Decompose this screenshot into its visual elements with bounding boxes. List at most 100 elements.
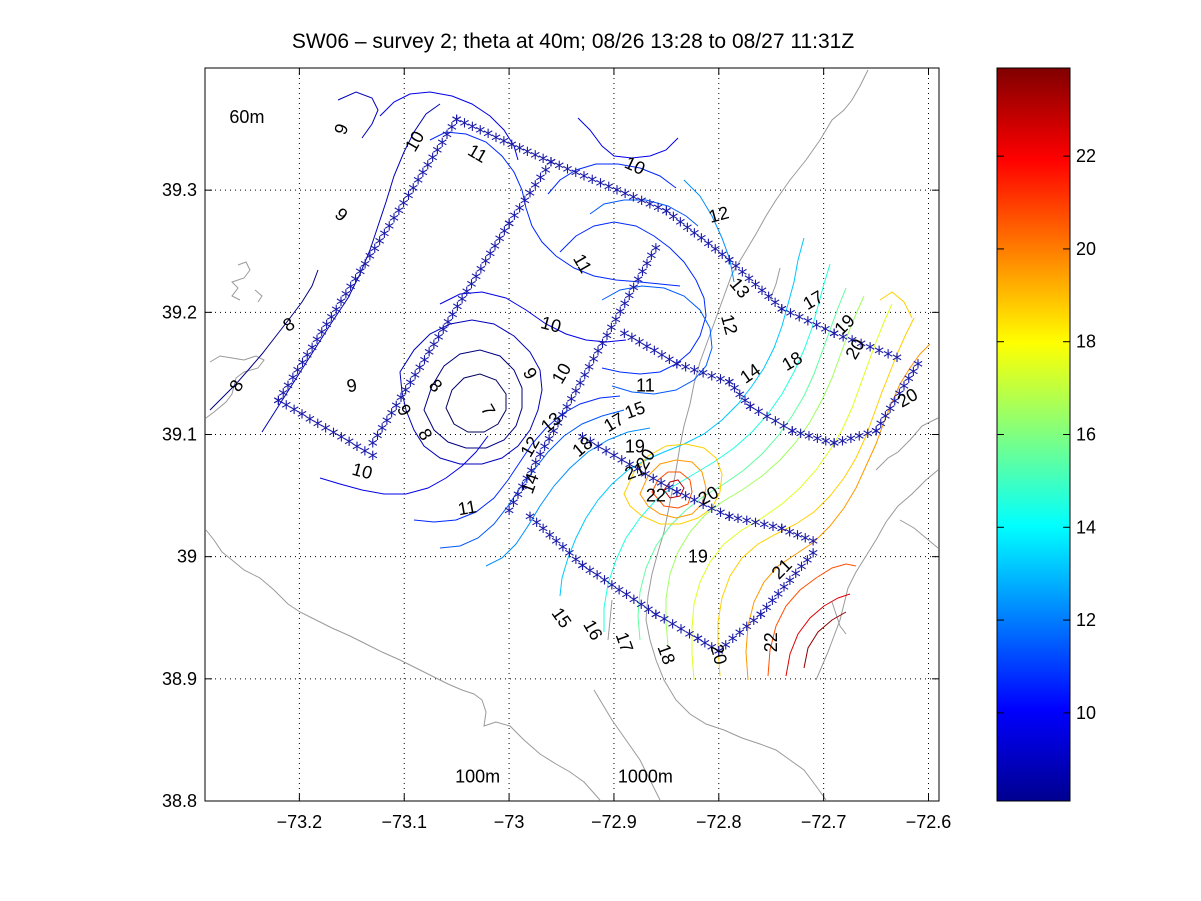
survey-station-marker: * <box>515 200 525 224</box>
survey-station-marker: * <box>802 551 812 575</box>
survey-station-marker: * <box>681 358 691 382</box>
isotherm-20 <box>745 343 931 681</box>
survey-station-marker: * <box>731 258 741 282</box>
x-tick-label: −72.6 <box>906 812 952 832</box>
survey-station-marker: * <box>724 508 734 532</box>
survey-station-marker: * <box>546 154 556 178</box>
colorbar-tick-label: 18 <box>1076 332 1096 352</box>
survey-station-marker: * <box>466 275 476 299</box>
survey-station-marker: * <box>812 430 822 454</box>
isotherm-10-center <box>439 291 627 343</box>
survey-station-marker: * <box>538 520 548 544</box>
survey-station-marker: * <box>749 612 759 636</box>
survey-station-marker: * <box>375 232 385 256</box>
survey-station-marker: * <box>571 164 581 188</box>
isotherm-12-north <box>589 199 699 227</box>
isotherm-11-mid <box>559 221 707 375</box>
survey-station-marker: * <box>619 325 629 349</box>
survey-station-marker: * <box>768 518 778 542</box>
survey-station-marker: * <box>428 149 438 173</box>
contour-label: 20 <box>707 642 732 667</box>
x-tick-label: −72.7 <box>801 812 847 832</box>
survey-station-marker: * <box>777 300 787 324</box>
survey-station-marker: * <box>384 217 394 241</box>
survey-station-marker: * <box>764 288 774 312</box>
survey-station-marker: * <box>307 339 317 363</box>
survey-station-marker: * <box>625 456 635 480</box>
survey-station-marker: * <box>401 382 411 406</box>
survey-station-marker: * <box>557 406 567 430</box>
survey-station-marker: * <box>499 132 509 156</box>
survey-station-marker: * <box>649 342 659 366</box>
survey-station-marker: * <box>452 298 462 322</box>
survey-station-marker: * <box>773 585 783 609</box>
survey-station-marker: * <box>405 374 415 398</box>
survey-station-marker: * <box>668 616 678 640</box>
survey-station-marker: * <box>538 150 548 174</box>
survey-station-marker: * <box>509 494 519 518</box>
survey-station-marker: * <box>442 126 452 150</box>
survey-station-marker: * <box>803 313 813 337</box>
survey-station-marker: * <box>535 446 545 470</box>
x-axis: −73.2 −73.1 −73 −72.9 −72.8 −72.7 −72.6 <box>277 68 952 832</box>
survey-station-marker: * <box>638 263 648 287</box>
survey-station-marker: * <box>476 260 486 284</box>
survey-station-marker: * <box>894 385 904 409</box>
coastline-southeast <box>769 267 939 635</box>
survey-station-marker: * <box>787 423 797 447</box>
survey-station-marker: * <box>676 620 686 644</box>
survey-station-marker: * <box>821 432 831 456</box>
survey-station-marker: * <box>611 311 621 335</box>
survey-station-marker: * <box>607 576 617 600</box>
isotherm-18 <box>691 303 893 681</box>
survey-station-marker: * <box>394 202 404 226</box>
survey-station-marker: * <box>756 606 766 630</box>
isotherm-13-north <box>683 179 735 283</box>
colorbar-tick-label: 16 <box>1076 425 1096 445</box>
survey-station-marker: * <box>617 452 627 476</box>
survey-station-marker: * <box>838 432 848 456</box>
survey-station-marker: * <box>462 283 472 307</box>
survey-station-marker: * <box>595 175 605 199</box>
survey-station-marker: * <box>696 230 706 254</box>
survey-station-marker: * <box>651 606 661 630</box>
y-axis: 38.8 38.9 39 39.1 39.2 39.3 <box>162 180 939 811</box>
survey-station-marker: * <box>499 222 509 246</box>
isotherm-9-center <box>399 319 543 465</box>
survey-station-marker: * <box>575 375 585 399</box>
survey-station-marker: * <box>580 367 590 391</box>
survey-station-marker: * <box>913 355 923 379</box>
survey-station-marker: * <box>522 143 532 167</box>
survey-station-marker: * <box>438 321 448 345</box>
survey-station-marker: * <box>507 136 517 160</box>
survey-station-marker: * <box>804 427 814 451</box>
isotherm-11-north <box>429 131 681 287</box>
isotherm-22 <box>785 593 851 677</box>
survey-station-marker: * <box>551 532 561 556</box>
survey-station-marker: * <box>633 461 643 485</box>
survey-station-marker: * <box>612 182 622 206</box>
survey-station-marker: * <box>558 539 568 563</box>
survey-station-marker: * <box>408 179 418 203</box>
isotherm-15 <box>603 263 831 632</box>
survey-station-marker: * <box>648 470 658 494</box>
survey-station-marker: * <box>571 551 581 575</box>
survey-station-marker: * <box>797 558 807 582</box>
survey-station-marker: * <box>471 268 481 292</box>
contour-label: 19 <box>625 437 645 457</box>
survey-station-marker: * <box>553 414 563 438</box>
isotherm-9-upper <box>337 91 379 139</box>
survey-station-marker: * <box>756 606 766 630</box>
survey-station-marker: * <box>429 336 439 360</box>
survey-station-marker: * <box>592 567 602 591</box>
survey-station-marker: * <box>577 557 587 581</box>
survey-station-marker: * <box>724 251 734 275</box>
isotherm-9-west <box>261 103 441 433</box>
survey-station-marker: * <box>424 344 434 368</box>
colorbar-tick-label: 12 <box>1076 610 1096 630</box>
survey-station-marker: * <box>633 271 643 295</box>
isotherm-12-mid <box>601 285 713 395</box>
coastline-delaware-shelf <box>205 529 601 801</box>
survey-station-marker: * <box>593 343 603 367</box>
survey-station-marker: * <box>664 351 674 375</box>
